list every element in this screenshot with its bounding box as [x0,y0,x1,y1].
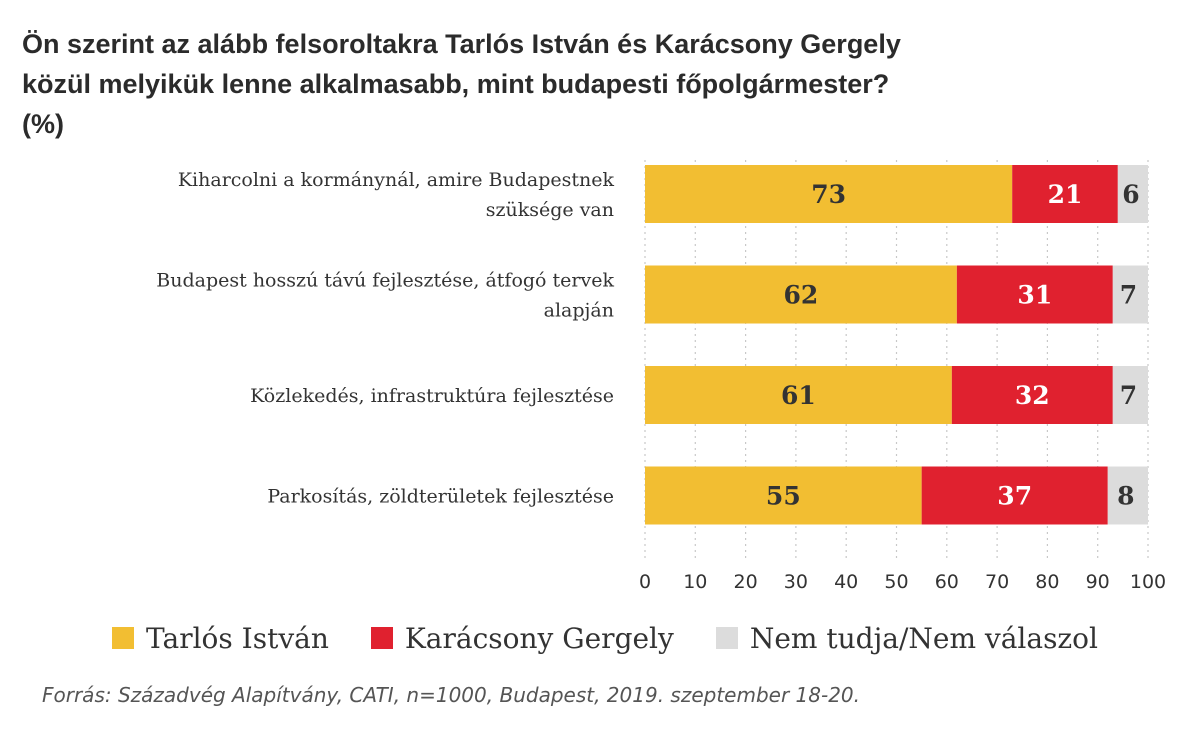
x-tick-label-90: 90 [1086,571,1110,593]
legend-label-nem-tudja: Nem tudja/Nem válaszol [749,621,1098,655]
chart-title-line-2: közül melyikük lenne alkalmasabb, mint b… [22,69,890,99]
bar-1-3 [921,466,1108,525]
bar-value-label-1-3: 37 [997,482,1032,511]
bar-value-label-0-3: 55 [766,482,801,511]
x-tick-label-20: 20 [734,571,758,593]
bar-0-0 [645,165,1013,223]
legend-item-karacsony: Karácsony Gergely [370,621,674,655]
source-note: Forrás: Századvég Alapítvány, CATI, n=10… [42,683,861,707]
bar-value-label-1-0: 21 [1048,180,1083,209]
bar-0-2 [645,366,952,424]
x-tick-label-70: 70 [985,571,1009,593]
category-label-line-0-0: Kiharcolni a kormánynál, amire Budapestn… [178,169,615,191]
bar-value-label-0-1: 62 [784,281,819,310]
bar-2-0 [1117,165,1148,223]
bar-2-3 [1107,466,1148,525]
bar-value-label-2-0: 6 [1122,180,1139,209]
x-tick-label-0: 0 [639,571,651,593]
category-label-line-1-1: alapján [544,300,614,322]
category-label-2: Közlekedés, infrastruktúra fejlesztése [250,385,614,407]
category-label-0: Kiharcolni a kormánynál, amire Budapestn… [178,169,615,221]
category-label-3: Parkosítás, zöldterületek fejlesztése [267,486,614,508]
bar-1-1 [956,265,1113,324]
bar-value-label-2-2: 7 [1120,381,1137,410]
stacked-bar-chart: 73 21 6 62 31 7 61 32 7 55 37 8 Kiharcolni a kormán… [156,160,1166,593]
bar-2-2 [1112,366,1148,424]
legend-swatch-nem-tudja [715,627,738,649]
category-label-line-2-0: Közlekedés, infrastruktúra fejlesztése [250,385,614,407]
chart-title-line-3: (%) [22,109,64,139]
chart-title-line-1: Ön szerint az alább felsoroltakra Tarlós… [22,29,901,59]
legend-item-nem-tudja: Nem tudja/Nem válaszol [715,621,1098,655]
x-tick-label-50: 50 [884,571,908,593]
x-tick-label-10: 10 [683,571,707,593]
x-tick-label-80: 80 [1035,571,1059,593]
legend-swatch-karacsony [370,627,393,649]
bars [645,165,1148,525]
chart-title: Ön szerint az alább felsoroltakra Tarlós… [22,24,1022,144]
bar-1-0 [1012,165,1118,223]
bar-0-3 [645,466,922,525]
bar-1-2 [951,366,1113,424]
category-label-line-1-0: Budapest hosszú távú fejlesztése, átfogó… [156,270,614,292]
x-tick-label-60: 60 [935,571,959,593]
category-label-line-3-0: Parkosítás, zöldterületek fejlesztése [267,486,614,508]
legend: Tarlós István Karácsony Gergely Nem tudj… [112,614,1140,662]
bar-value-labels: 73 21 6 62 31 7 61 32 7 55 37 8 [766,180,1140,511]
category-labels: Kiharcolni a kormánynál, amire Budapestn… [156,169,614,508]
x-tick-label-100: 100 [1130,571,1166,593]
bar-value-label-1-2: 32 [1015,381,1050,410]
bar-value-label-0-2: 61 [781,381,816,410]
legend-item-tarlos: Tarlós István [112,622,329,655]
category-label-1: Budapest hosszú távú fejlesztése, átfogó… [156,270,614,322]
bar-value-label-2-3: 8 [1117,482,1134,511]
bar-0-1 [645,265,957,324]
legend-label-tarlos: Tarlós István [146,621,329,655]
legend-swatch-tarlos [112,627,134,649]
x-axis-tick-labels: 0 10 20 30 40 50 60 70 80 90 100 [639,571,1166,593]
x-tick-label-30: 30 [784,571,808,593]
x-tick-label-40: 40 [834,571,858,593]
bar-2-1 [1112,265,1148,324]
legend-label-karacsony: Karácsony Gergely [404,621,674,655]
bar-value-label-1-1: 31 [1017,281,1052,310]
bar-value-label-2-1: 7 [1120,281,1137,310]
category-label-line-0-1: szüksége van [486,199,614,221]
bar-value-label-0-0: 73 [811,180,846,209]
